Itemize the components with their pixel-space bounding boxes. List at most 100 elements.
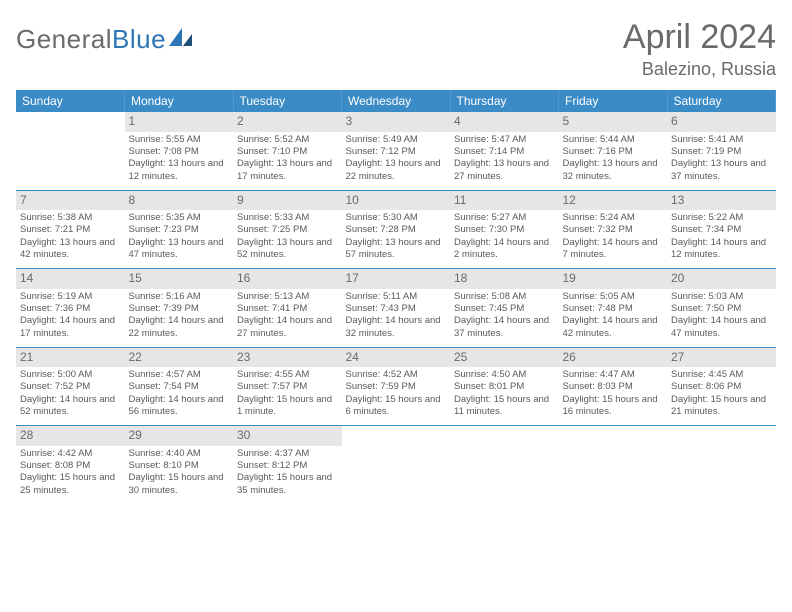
day-number: 25 — [450, 348, 559, 368]
sunrise-text: Sunrise: 5:16 AM — [129, 291, 230, 303]
calendar-day-cell: 19 Sunrise: 5:05 AMSunset: 7:48 PMDayligh… — [559, 269, 668, 347]
calendar-day-cell: 10Sunrise: 5:30 AMSunset: 7:28 PMDayligh… — [342, 191, 451, 269]
day-number: 15 — [125, 269, 234, 289]
sunrise-text: Sunrise: 4:45 AM — [671, 369, 772, 381]
daylight-text: Daylight: 14 hours and 17 minutes. — [20, 315, 121, 340]
calendar-day-cell: 30Sunrise: 4:37 AMSunset: 8:12 PMDayligh… — [233, 426, 342, 504]
daylight-text: Daylight: 14 hours and 42 minutes. — [563, 315, 664, 340]
daylight-text: Daylight: 14 hours and 56 minutes. — [129, 394, 230, 419]
daylight-text: Daylight: 13 hours and 42 minutes. — [20, 237, 121, 262]
day-number: 12 — [559, 191, 668, 211]
sunrise-text: Sunrise: 5:44 AM — [563, 134, 664, 146]
day-number: 24 — [342, 348, 451, 368]
daylight-text: Daylight: 13 hours and 57 minutes. — [346, 237, 447, 262]
daylight-text: Daylight: 15 hours and 30 minutes. — [129, 472, 230, 497]
sunrise-text: Sunrise: 5:49 AM — [346, 134, 447, 146]
daylight-text: Daylight: 13 hours and 52 minutes. — [237, 237, 338, 262]
daylight-text: Daylight: 13 hours and 27 minutes. — [454, 158, 555, 183]
daylight-text: Daylight: 15 hours and 16 minutes. — [563, 394, 664, 419]
calendar-day-cell: 16Sunrise: 5:13 AMSunset: 7:41 PMDayligh… — [233, 269, 342, 347]
day-number: 27 — [667, 348, 776, 368]
sunset-text: Sunset: 7:16 PM — [563, 146, 664, 158]
day-number: 5 — [559, 112, 668, 132]
day-number: 20 — [667, 269, 776, 289]
day-number: 18 — [450, 269, 559, 289]
calendar-day-cell: . — [667, 426, 776, 504]
calendar-week-row: 21Sunrise: 5:00 AMSunset: 7:52 PMDayligh… — [16, 348, 776, 426]
sunrise-text: Sunrise: 5:30 AM — [346, 212, 447, 224]
day-number: 13 — [667, 191, 776, 211]
daylight-text: Daylight: 13 hours and 12 minutes. — [129, 158, 230, 183]
sunrise-text: Sunrise: 5:27 AM — [454, 212, 555, 224]
day-number: 23 — [233, 348, 342, 368]
calendar-week-row: 7Sunrise: 5:38 AMSunset: 7:21 PMDaylight… — [16, 191, 776, 269]
calendar-day-cell: 24Sunrise: 4:52 AMSunset: 7:59 PMDayligh… — [342, 348, 451, 426]
daylight-text: Daylight: 13 hours and 32 minutes. — [563, 158, 664, 183]
day-number: 29 — [125, 426, 234, 446]
daylight-text: Daylight: 15 hours and 11 minutes. — [454, 394, 555, 419]
sunset-text: Sunset: 8:12 PM — [237, 460, 338, 472]
sunset-text: Sunset: 7:43 PM — [346, 303, 447, 315]
daylight-text: Daylight: 14 hours and 27 minutes. — [237, 315, 338, 340]
daylight-text: Daylight: 13 hours and 37 minutes. — [671, 158, 772, 183]
calendar-day-cell: 29Sunrise: 4:40 AMSunset: 8:10 PMDayligh… — [125, 426, 234, 504]
brand-text: GeneralBlue — [16, 24, 166, 55]
sunrise-text: Sunrise: 5:52 AM — [237, 134, 338, 146]
calendar-week-row: 28Sunrise: 4:42 AMSunset: 8:08 PMDayligh… — [16, 426, 776, 504]
sunrise-text: Sunrise: 5:24 AM — [563, 212, 664, 224]
calendar-day-cell: 27Sunrise: 4:45 AMSunset: 8:06 PMDayligh… — [667, 348, 776, 426]
calendar-day-cell: . — [16, 112, 125, 190]
calendar-day-cell: . — [450, 426, 559, 504]
daylight-text: Daylight: 15 hours and 1 minute. — [237, 394, 338, 419]
sunset-text: Sunset: 7:41 PM — [237, 303, 338, 315]
sunrise-text: Sunrise: 5:03 AM — [671, 291, 772, 303]
sunrise-text: Sunrise: 5:19 AM — [20, 291, 121, 303]
day-number: 14 — [16, 269, 125, 289]
day-number: 6 — [667, 112, 776, 132]
day-number: 21 — [16, 348, 125, 368]
calendar-day-cell: 12Sunrise: 5:24 AMSunset: 7:32 PMDayligh… — [559, 191, 668, 269]
sunset-text: Sunset: 7:48 PM — [563, 303, 664, 315]
calendar-day-cell: 13Sunrise: 5:22 AMSunset: 7:34 PMDayligh… — [667, 191, 776, 269]
daylight-text: Daylight: 14 hours and 52 minutes. — [20, 394, 121, 419]
calendar-day-cell: 25Sunrise: 4:50 AMSunset: 8:01 PMDayligh… — [450, 348, 559, 426]
daylight-text: Daylight: 14 hours and 32 minutes. — [346, 315, 447, 340]
day-number: 9 — [233, 191, 342, 211]
sunrise-text: Sunrise: 4:55 AM — [237, 369, 338, 381]
sunrise-text: Sunrise: 5:05 AM — [563, 291, 664, 303]
sunrise-text: Sunrise: 4:52 AM — [346, 369, 447, 381]
sunrise-text: Sunrise: 5:08 AM — [454, 291, 555, 303]
sunset-text: Sunset: 8:08 PM — [20, 460, 121, 472]
sunset-text: Sunset: 7:12 PM — [346, 146, 447, 158]
calendar-day-cell: 26Sunrise: 4:47 AMSunset: 8:03 PMDayligh… — [559, 348, 668, 426]
sunset-text: Sunset: 7:36 PM — [20, 303, 121, 315]
calendar-day-cell: 15Sunrise: 5:16 AMSunset: 7:39 PMDayligh… — [125, 269, 234, 347]
calendar-day-cell: 28Sunrise: 4:42 AMSunset: 8:08 PMDayligh… — [16, 426, 125, 504]
sunset-text: Sunset: 7:08 PM — [129, 146, 230, 158]
calendar-week-row: 14Sunrise: 5:19 AMSunset: 7:36 PMDayligh… — [16, 269, 776, 347]
calendar-day-cell: 2Sunrise: 5:52 AMSunset: 7:10 PMDaylight… — [233, 112, 342, 190]
daylight-text: Daylight: 13 hours and 47 minutes. — [129, 237, 230, 262]
weekday-header: Monday — [125, 90, 234, 112]
sunset-text: Sunset: 7:19 PM — [671, 146, 772, 158]
sunrise-text: Sunrise: 5:35 AM — [129, 212, 230, 224]
sunrise-text: Sunrise: 5:38 AM — [20, 212, 121, 224]
sunrise-text: Sunrise: 5:22 AM — [671, 212, 772, 224]
sunset-text: Sunset: 7:10 PM — [237, 146, 338, 158]
sunset-text: Sunset: 7:30 PM — [454, 224, 555, 236]
page-header: GeneralBlue April 2024 Balezino, Russia — [16, 18, 776, 80]
calendar-day-cell: 9Sunrise: 5:33 AMSunset: 7:25 PMDaylight… — [233, 191, 342, 269]
sunrise-text: Sunrise: 5:47 AM — [454, 134, 555, 146]
sunset-text: Sunset: 7:57 PM — [237, 381, 338, 393]
sunset-text: Sunset: 7:45 PM — [454, 303, 555, 315]
sunrise-text: Sunrise: 4:57 AM — [129, 369, 230, 381]
daylight-text: Daylight: 14 hours and 22 minutes. — [129, 315, 230, 340]
sunset-text: Sunset: 7:54 PM — [129, 381, 230, 393]
sunrise-text: Sunrise: 5:55 AM — [129, 134, 230, 146]
calendar-day-cell: 6Sunrise: 5:41 AMSunset: 7:19 PMDaylight… — [667, 112, 776, 190]
sunrise-text: Sunrise: 4:37 AM — [237, 448, 338, 460]
calendar-day-cell: 23Sunrise: 4:55 AMSunset: 7:57 PMDayligh… — [233, 348, 342, 426]
sunrise-text: Sunrise: 5:33 AM — [237, 212, 338, 224]
day-number: 19 — [559, 269, 668, 289]
sunset-text: Sunset: 7:50 PM — [671, 303, 772, 315]
